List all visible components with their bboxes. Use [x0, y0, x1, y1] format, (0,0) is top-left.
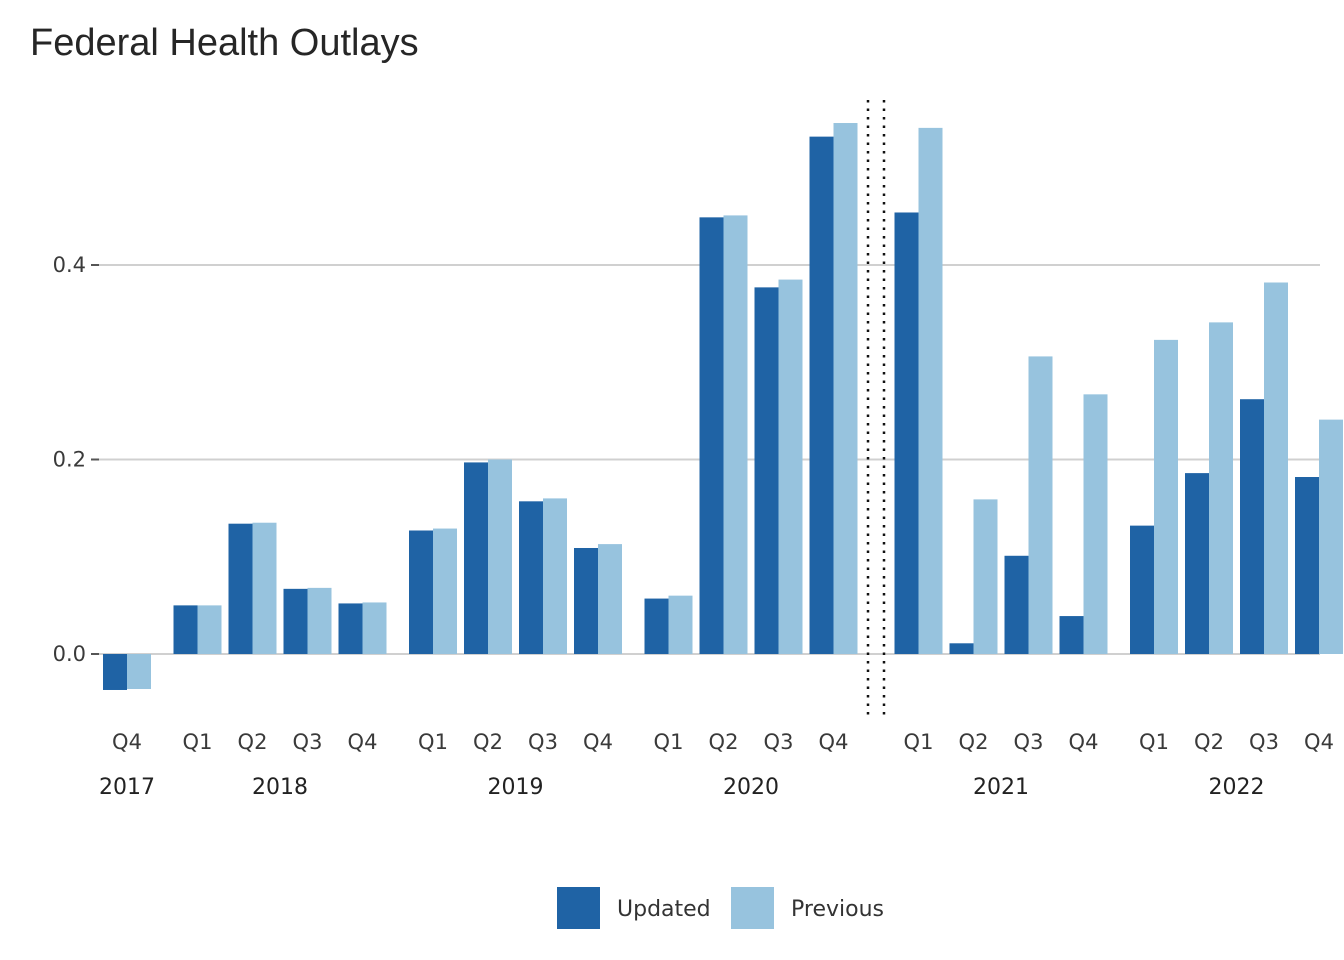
x-tick-label-2020-q1: Q1	[654, 730, 684, 754]
bar-updated-2021-q1	[894, 212, 919, 655]
x-tick-label-2020-q2: Q2	[709, 730, 739, 754]
bar-updated-2020-q3	[754, 287, 779, 654]
legend-label-previous: Previous	[791, 897, 884, 922]
bar-previous-2020-q1	[668, 595, 693, 654]
legend: Updated Previous	[557, 887, 884, 929]
bar-updated-2019-q2	[464, 462, 488, 654]
x-tick-label-2019-q2: Q2	[473, 730, 503, 754]
bar-previous-2021-q1	[918, 127, 943, 654]
bar-updated-2022-q3	[1240, 399, 1264, 654]
bar-updated-2019-q1	[409, 530, 433, 654]
bar-updated-2020-q4	[809, 136, 834, 654]
bar-updated-2022-q1	[1130, 525, 1154, 654]
bar-previous-2017-q4	[127, 654, 151, 690]
bar-updated-2018-q2	[228, 523, 253, 654]
x-year-label-2022: 2022	[1209, 775, 1265, 800]
bar-updated-2022-q4	[1295, 477, 1319, 654]
bar-updated-2021-q4	[1059, 616, 1084, 654]
x-tick-label-2022-q2: Q2	[1194, 730, 1224, 754]
bar-updated-2020-q2	[699, 217, 724, 654]
bar-updated-2018-q1	[173, 605, 198, 654]
bar-previous-2019-q3	[543, 498, 567, 654]
bar-previous-2021-q3	[1028, 356, 1053, 654]
bars	[103, 123, 1343, 690]
bar-previous-2021-q2	[973, 499, 998, 654]
x-tick-label-2021-q4: Q4	[1069, 730, 1099, 754]
bar-previous-2022-q2	[1209, 322, 1233, 654]
legend-label-updated: Updated	[617, 897, 711, 922]
bar-previous-2018-q2	[252, 522, 277, 654]
x-year-label-2021: 2021	[973, 775, 1029, 800]
x-tick-label-2020-q3: Q3	[764, 730, 794, 754]
x-tick-label-2022-q3: Q3	[1249, 730, 1279, 754]
x-tick-label-2017-q4: Q4	[112, 730, 142, 754]
x-tick-label-2022-q1: Q1	[1139, 730, 1169, 754]
bar-previous-2022-q3	[1264, 282, 1288, 654]
x-tick-label-2021-q1: Q1	[904, 730, 934, 754]
x-tick-label-2020-q4: Q4	[819, 730, 849, 754]
x-tick-label-2021-q2: Q2	[959, 730, 989, 754]
bar-previous-2019-q2	[488, 459, 512, 654]
x-tick-label-2019-q4: Q4	[583, 730, 613, 754]
bar-previous-2020-q4	[833, 123, 858, 654]
bar-updated-2021-q3	[1004, 555, 1029, 654]
bar-updated-2021-q2	[949, 643, 974, 654]
y-tick-label: 0.2	[53, 448, 86, 472]
bar-previous-2020-q3	[778, 279, 803, 654]
bar-previous-2019-q4	[598, 544, 622, 654]
bar-previous-2018-q3	[307, 587, 332, 654]
bar-updated-2018-q3	[283, 588, 308, 654]
legend-swatch-previous	[731, 887, 774, 929]
bar-previous-2018-q1	[197, 605, 222, 654]
x-tick-label-2018-q2: Q2	[238, 730, 268, 754]
bar-updated-2018-q4	[338, 603, 363, 654]
bar-previous-2020-q2	[723, 215, 748, 654]
legend-swatch-updated	[557, 887, 600, 929]
bar-updated-2019-q3	[519, 501, 543, 654]
x-tick-label-2018-q4: Q4	[348, 730, 378, 754]
y-tick-label: 0.0	[53, 642, 86, 666]
x-tick-label-2018-q3: Q3	[293, 730, 323, 754]
x-tick-label-2022-q4: Q4	[1304, 730, 1334, 754]
bar-previous-2021-q4	[1083, 394, 1108, 654]
bar-previous-2022-q1	[1154, 339, 1178, 654]
x-year-label-2018: 2018	[252, 775, 308, 800]
y-tick-label: 0.4	[53, 253, 86, 277]
chart-title: Federal Health Outlays	[30, 22, 419, 64]
bar-updated-2019-q4	[574, 547, 598, 654]
x-tick-label-2021-q3: Q3	[1014, 730, 1044, 754]
x-year-label-2020: 2020	[723, 775, 779, 800]
period-divider	[866, 100, 886, 718]
x-tick-label-2018-q1: Q1	[183, 730, 213, 754]
x-year-label-2019: 2019	[488, 775, 544, 800]
x-tick-label-2019-q1: Q1	[418, 730, 448, 754]
x-tick-label-2019-q3: Q3	[528, 730, 558, 754]
bar-updated-2022-q2	[1185, 473, 1209, 654]
bar-updated-2017-q4	[103, 654, 127, 690]
bar-previous-2018-q4	[362, 602, 387, 654]
bar-updated-2020-q1	[644, 598, 669, 654]
x-axis: Q4 Q1 Q2 Q3 Q4 Q1 Q2 Q3 Q4 Q1 Q2 Q3 Q4 Q1 Q2 Q3 Q4 Q1 Q2 Q3…	[99, 730, 1334, 800]
x-year-label-2017: 2017	[99, 775, 155, 800]
y-axis: 0.0 0.2 0.4	[53, 253, 99, 666]
bar-previous-2019-q1	[433, 528, 457, 654]
bar-previous-2022-q4	[1319, 419, 1343, 654]
